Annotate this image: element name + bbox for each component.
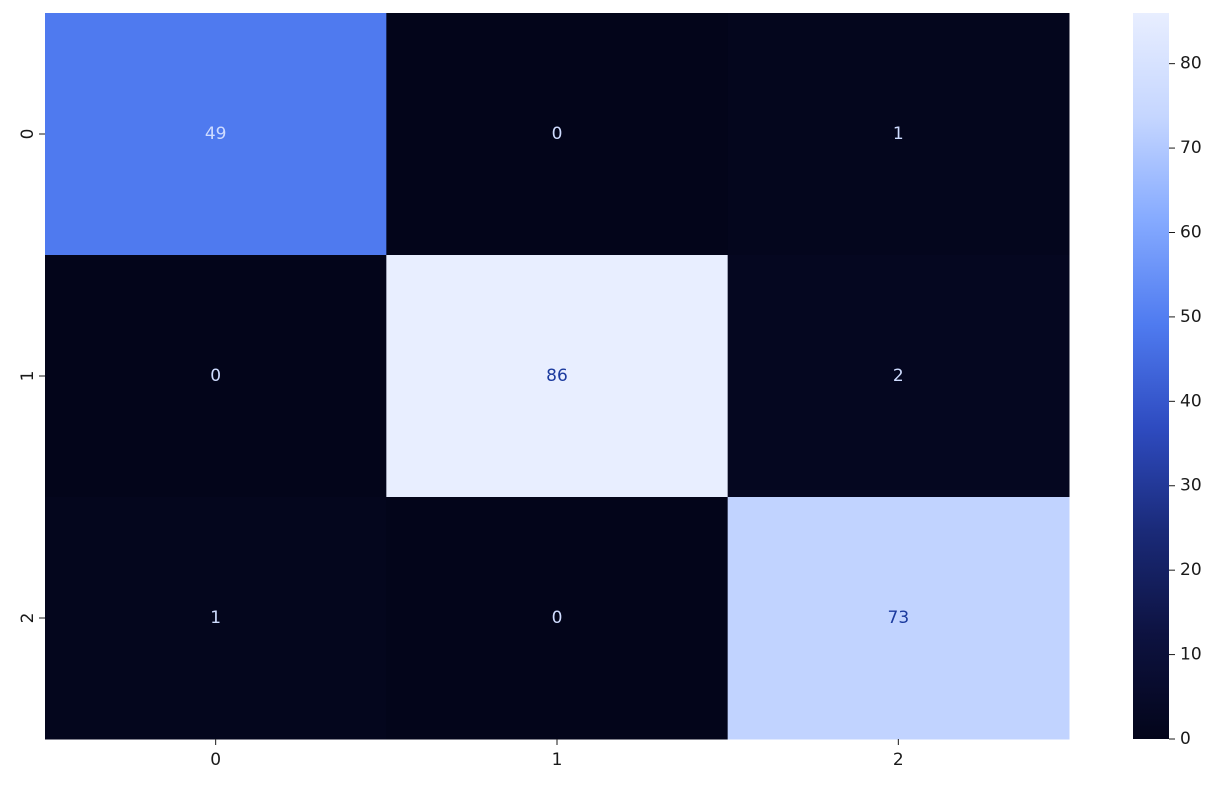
heatmap-cell-1-2 <box>727 255 1070 498</box>
cell-value-2-0: 1 <box>210 608 221 628</box>
x-tick-label-2: 2 <box>893 750 904 770</box>
y-tick-label-0: 0 <box>18 129 38 140</box>
cell-value-2-1: 0 <box>552 608 563 628</box>
cell-value-1-2: 2 <box>893 366 904 386</box>
colorbar: 0 10 20 30 40 50 60 70 80 <box>1133 13 1202 749</box>
x-tick-label-1: 1 <box>552 750 563 770</box>
cell-value-2-2: 73 <box>888 608 910 628</box>
cell-value-0-1: 0 <box>552 124 563 144</box>
y-axis: 0 1 2 <box>18 129 45 624</box>
heatmap-cell-2-0 <box>45 497 387 740</box>
y-tick-label-1: 1 <box>18 371 38 382</box>
cell-value-0-2: 1 <box>893 124 904 144</box>
heatmap-cell-0-0 <box>45 13 387 256</box>
colorbar-tick-label-4: 40 <box>1180 391 1202 411</box>
heatmap-cell-2-2 <box>727 497 1070 740</box>
y-tick-label-2: 2 <box>18 613 38 624</box>
colorbar-gradient <box>1133 13 1169 739</box>
cell-value-1-1: 86 <box>546 366 568 386</box>
colorbar-tick-label-6: 60 <box>1180 222 1202 242</box>
heatmap-cell-0-2 <box>727 13 1070 256</box>
colorbar-tick-label-1: 10 <box>1180 645 1202 665</box>
cell-value-1-0: 0 <box>210 366 221 386</box>
heatmap-annotations: 49 0 1 0 86 2 1 0 73 <box>205 124 909 628</box>
heatmap-cell-1-0 <box>45 255 387 498</box>
x-tick-label-0: 0 <box>210 750 221 770</box>
heatmap-cells <box>45 13 1070 740</box>
x-axis: 0 1 2 <box>210 739 904 770</box>
heatmap-cell-1-1 <box>386 255 729 498</box>
colorbar-tick-label-0: 0 <box>1180 729 1191 749</box>
colorbar-tick-label-5: 50 <box>1180 307 1202 327</box>
colorbar-tick-label-8: 80 <box>1180 54 1202 74</box>
cell-value-0-0: 49 <box>205 124 227 144</box>
colorbar-tick-label-7: 70 <box>1180 138 1202 158</box>
colorbar-tick-label-2: 20 <box>1180 560 1202 580</box>
colorbar-tick-label-3: 30 <box>1180 476 1202 496</box>
heatmap-cell-0-1 <box>386 13 729 256</box>
heatmap-cell-2-1 <box>386 497 729 740</box>
